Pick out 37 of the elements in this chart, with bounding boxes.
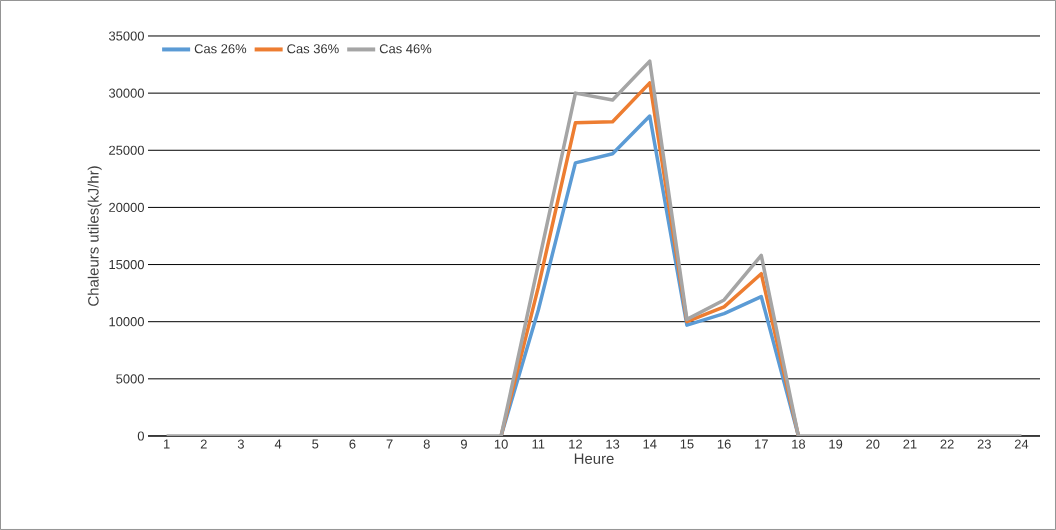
y-tick-label: 20000 bbox=[109, 202, 144, 212]
y-axis-title: Chaleurs utiles(kJ/hr) bbox=[87, 166, 102, 306]
y-tick-label: 15000 bbox=[109, 259, 144, 270]
x-tick-label: 17 bbox=[755, 439, 768, 449]
y-tick-label: 25000 bbox=[109, 145, 144, 155]
x-tick-label: 3 bbox=[237, 439, 244, 449]
x-tick-label: 5 bbox=[312, 439, 319, 449]
x-tick-label: 23 bbox=[977, 439, 991, 449]
x-tick-label: 24 bbox=[1014, 439, 1029, 449]
y-tick-label: 10000 bbox=[109, 317, 144, 327]
x-tick-label: 13 bbox=[606, 439, 620, 449]
x-tick-label: 10 bbox=[494, 439, 508, 449]
x-tick-label: 2 bbox=[200, 439, 207, 449]
x-tick-label: 12 bbox=[569, 439, 582, 449]
x-tick-label: 20 bbox=[866, 439, 880, 449]
legend-label: Cas 26% bbox=[194, 44, 247, 54]
x-tick-label: 6 bbox=[349, 439, 356, 449]
x-tick-label: 1 bbox=[163, 439, 170, 449]
x-tick-label: 21 bbox=[903, 439, 917, 449]
y-tick-label: 35000 bbox=[108, 31, 144, 41]
x-axis-title: Heure bbox=[574, 453, 614, 464]
x-tick-label: 15 bbox=[680, 439, 694, 449]
x-tick-label: 16 bbox=[717, 439, 731, 449]
x-tick-label: 4 bbox=[274, 439, 282, 449]
y-tick-label: 30000 bbox=[108, 88, 144, 98]
x-tick-label: 18 bbox=[792, 439, 806, 449]
y-tick-label: 0 bbox=[137, 431, 144, 441]
x-tick-label: 11 bbox=[532, 439, 545, 449]
x-tick-label: 14 bbox=[643, 439, 657, 449]
legend-label: Cas 36% bbox=[287, 44, 339, 54]
x-tick-label: 7 bbox=[386, 439, 393, 449]
x-tick-label: 8 bbox=[423, 439, 430, 449]
x-tick-label: 22 bbox=[940, 439, 954, 449]
x-tick-label: 9 bbox=[460, 439, 467, 449]
y-tick-label: 5000 bbox=[116, 374, 144, 384]
legend-label: Cas 46% bbox=[379, 44, 432, 54]
x-tick-label: 19 bbox=[829, 439, 843, 449]
